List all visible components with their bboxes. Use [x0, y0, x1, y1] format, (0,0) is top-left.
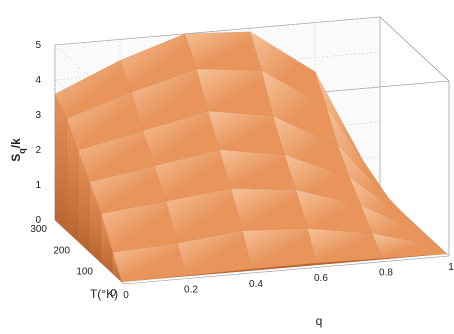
z-tick-label: 0 — [35, 215, 41, 226]
z-tick-label: 5 — [35, 40, 41, 51]
surface-front-curtain — [121, 275, 187, 282]
surface-patch — [219, 149, 297, 191]
z-axis-ticks: 0 1 2 3 4 5 — [35, 40, 41, 226]
x-tick-label: 1 — [448, 262, 454, 273]
x-tick-label: 0.4 — [249, 279, 263, 290]
surface-front-curtain — [381, 253, 447, 260]
entropy-surface — [54, 31, 447, 283]
y-axis-ticks: 0 100 200 300 — [30, 224, 116, 299]
y-axis-title: T(°K) — [90, 287, 118, 301]
z-tick-label: 2 — [35, 145, 41, 156]
x-tick-label: 0 — [123, 290, 129, 301]
x-tick-label: 0.2 — [184, 284, 198, 295]
surface-patch — [184, 31, 262, 71]
surface-patch — [196, 68, 274, 117]
y-tick-label: 200 — [53, 245, 70, 256]
x-tick-label: 0.6 — [314, 273, 328, 284]
z-tick-label: 4 — [35, 75, 41, 86]
z-tick-label: 1 — [35, 180, 41, 191]
top-right-edge — [379, 16, 450, 82]
surface-front-curtain — [186, 268, 252, 277]
surface-patch — [207, 110, 285, 155]
y-tick-label: 300 — [30, 224, 47, 235]
surface-left-curtain — [54, 93, 67, 232]
x-axis-ticks: 0 0.2 0.4 0.6 0.8 1 — [123, 262, 454, 301]
surface-patch — [242, 228, 317, 270]
z-axis-title: Sq/k — [9, 138, 27, 162]
z-tick-label: 3 — [35, 110, 41, 121]
surface-patch — [307, 228, 382, 264]
y-tick-label: 100 — [76, 267, 93, 278]
surface-front-curtain — [251, 263, 317, 271]
surface-front-curtain — [316, 258, 382, 266]
x-tick-label: 0.8 — [379, 268, 393, 279]
y-tick-label: 0 — [110, 288, 116, 299]
surface-patch — [230, 188, 308, 231]
x-axis-title: q — [316, 314, 323, 328]
